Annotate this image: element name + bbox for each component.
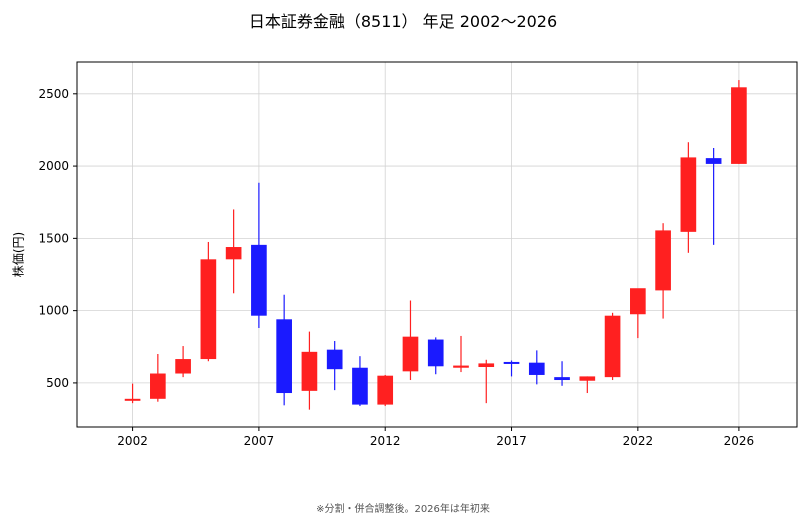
candle-body (630, 288, 646, 315)
chart-footnote: ※分割・併合調整後。2026年は年初来 (316, 504, 490, 515)
candle-body (402, 336, 419, 372)
x-tick-label: 2007 (244, 434, 275, 448)
candle-body (150, 373, 166, 399)
candle-body (478, 363, 495, 368)
plot-frame (76, 61, 798, 428)
candle-body (427, 339, 444, 367)
candle-body (705, 158, 722, 164)
candle-body (680, 157, 697, 232)
candle-body (377, 375, 394, 405)
candle-body (251, 244, 267, 316)
y-tick-label: 500 (46, 376, 69, 390)
y-tick-label: 2500 (38, 87, 69, 101)
candle-body (731, 87, 747, 164)
y-tick-label: 2000 (38, 159, 69, 173)
candle-body (528, 362, 545, 375)
candle-body (579, 376, 596, 381)
x-tick-label: 2002 (117, 434, 148, 448)
candle-body (326, 349, 343, 370)
candle-body (503, 361, 520, 364)
x-tick-label: 2026 (724, 434, 755, 448)
candle-body (175, 359, 191, 374)
chart-title: 日本証券金融（8511） 年足 2002〜2026 (248, 12, 558, 31)
candle-body (276, 319, 292, 394)
x-tick-label: 2012 (370, 434, 401, 448)
candle-body (554, 377, 570, 381)
candle-body (604, 315, 621, 378)
candle-body (655, 230, 671, 291)
candle-body (352, 367, 368, 405)
candle-body (301, 351, 318, 391)
candle-body (124, 398, 141, 401)
candle-body (225, 247, 242, 260)
candle-body (453, 365, 469, 368)
candle-body (200, 259, 217, 360)
x-tick-label: 2022 (623, 434, 654, 448)
y-tick-label: 1000 (38, 304, 69, 318)
y-tick-label: 1500 (38, 231, 69, 245)
x-tick-label: 2017 (496, 434, 527, 448)
